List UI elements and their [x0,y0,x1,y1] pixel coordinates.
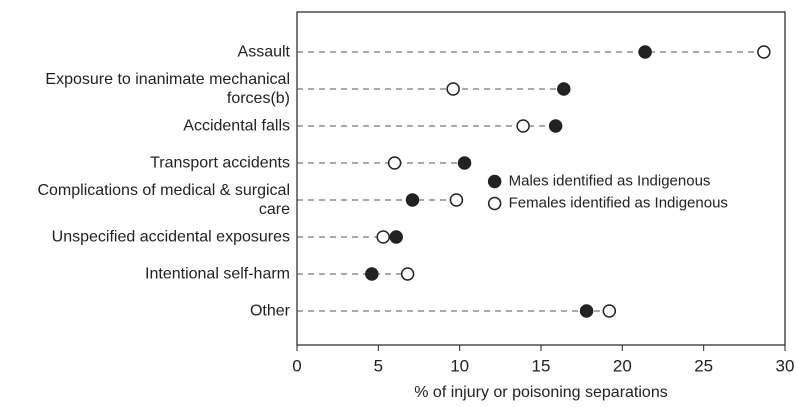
dot [516,119,530,133]
dot [400,267,415,281]
dot [757,45,771,59]
legend-marker [487,174,502,189]
category-label: Intentional self-harm [145,265,290,283]
x-tick-label: 5 [374,356,383,375]
dot [387,156,402,170]
category-label: Unspecified accidental exposures [51,228,290,246]
category-label: Exposure to inanimate mechanical forces(… [45,71,290,107]
category-label: Assault [237,43,290,61]
dot [365,267,379,281]
x-tick-label: 20 [613,356,632,375]
category-label: Accidental falls [183,117,290,135]
category-label: Other [249,302,290,320]
dot [446,82,460,96]
x-axis-label: % of injury or poisoning separations [414,384,667,401]
category-label: Complications of medical & surgical care [37,182,290,218]
dot [457,156,472,170]
x-tick-label: 0 [292,356,301,375]
legend-label: Males identified as Indigenous [509,172,711,189]
x-tick-label: 15 [532,356,551,375]
x-tick-label: 30 [776,356,795,375]
category-label: Transport accidents [150,154,290,172]
dot [638,45,652,59]
dot [557,82,571,96]
dot [548,119,563,133]
dot [405,193,420,207]
dot [602,304,617,318]
dot [449,193,464,207]
x-tick-label: 10 [450,356,469,375]
dot [389,230,403,244]
dot [376,230,390,244]
x-tick-label: 25 [694,356,713,375]
legend-marker [487,196,502,211]
dot [579,304,594,318]
legend-label: Females identified as Indigenous [509,194,728,211]
